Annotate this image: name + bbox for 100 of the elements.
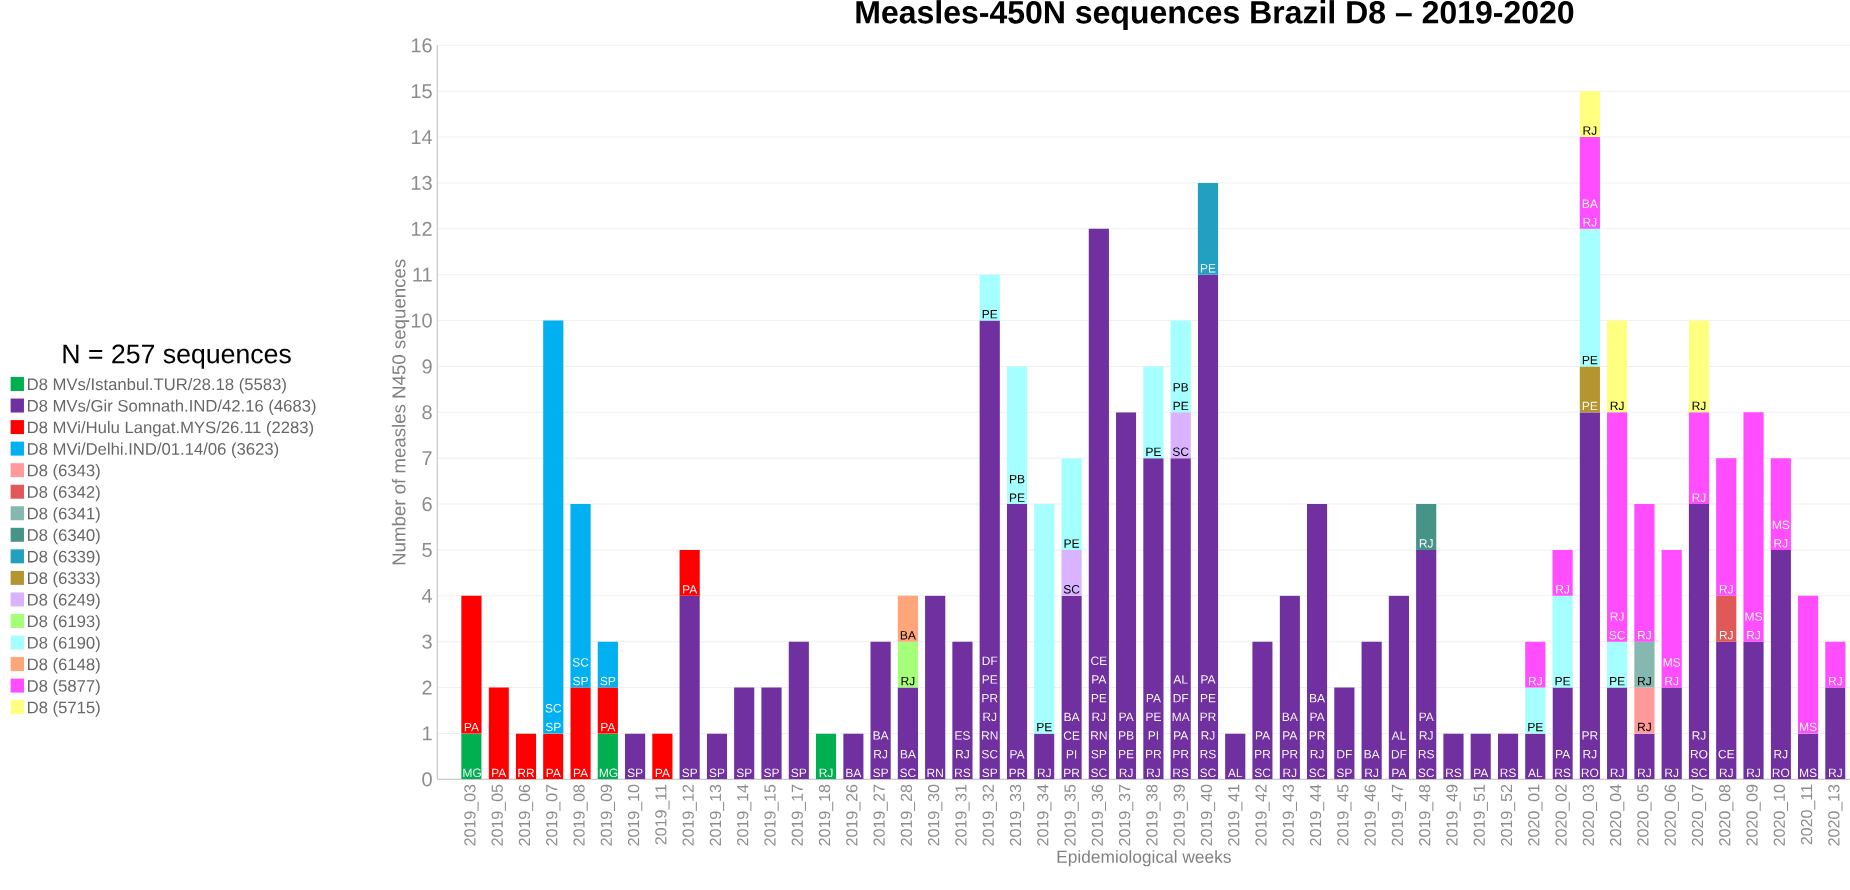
x-tick-label: 2019_15	[764, 784, 779, 846]
bar	[1634, 733, 1655, 780]
data-label: RJ	[1638, 722, 1651, 732]
data-label: SP	[709, 768, 725, 778]
y-tick-label: 15	[411, 84, 432, 99]
x-tick-label: 2019_18	[818, 784, 834, 846]
data-label: PA PB PE RJ	[1119, 712, 1134, 778]
data-label: CE PA PE RJ RN SP SC	[1091, 656, 1107, 778]
data-label: RJ	[1583, 126, 1597, 135]
data-label: RJ	[1528, 676, 1542, 686]
bar	[1634, 504, 1655, 642]
legend-label: D8 (6342)	[27, 485, 100, 502]
bar	[815, 733, 837, 780]
bar	[1525, 641, 1546, 688]
bar	[952, 641, 973, 780]
x-tick-label: 2020_11	[1800, 784, 1816, 845]
x-tick-label: 2019_07	[546, 784, 561, 846]
x-tick-label: 2019_47	[1391, 784, 1407, 846]
data-label: RJ	[1610, 768, 1624, 778]
bar	[1607, 687, 1628, 780]
data-label: RJ	[1719, 631, 1733, 640]
data-label: SP	[600, 676, 616, 686]
data-label: DF SP	[1336, 750, 1352, 778]
x-tick-label: 2020_04	[1609, 784, 1625, 846]
bar	[870, 641, 891, 780]
data-label: PE	[982, 310, 998, 319]
data-label: SP	[627, 768, 643, 778]
x-tick-label: 2019_41	[1228, 784, 1243, 846]
x-tick-label: 2019_26	[846, 784, 861, 846]
bar	[1361, 641, 1382, 780]
bar	[1607, 641, 1628, 688]
y-tick-label: 10	[411, 313, 432, 328]
x-tick-label: 2019_37	[1118, 784, 1134, 846]
x-tick-label: 2019_05	[491, 784, 506, 846]
data-label: MS RJ	[1745, 612, 1762, 640]
data-label: PE	[1037, 722, 1052, 732]
data-label: PA	[655, 768, 670, 778]
bar	[1634, 641, 1655, 688]
x-tick-label: 2020_10	[1773, 784, 1788, 846]
data-label: PA PR SC	[1254, 731, 1271, 778]
bar	[543, 320, 564, 734]
data-label: MS RJ	[1663, 658, 1681, 686]
data-label: CE RJ	[1718, 749, 1735, 778]
x-axis-title: Epidemiological weeks	[1057, 850, 1231, 867]
legend-label: D8 MVs/Gir Somnath.IND/42.16 (4683)	[27, 399, 316, 416]
bar	[1416, 549, 1437, 780]
data-label: RJ	[1638, 631, 1651, 640]
y-tick-label: 0	[422, 772, 432, 787]
data-label: BA SC	[900, 750, 916, 778]
x-tick-label: 2019_35	[1064, 784, 1079, 846]
x-tick-label: 2019_45	[1337, 784, 1352, 846]
bar	[1170, 412, 1191, 459]
legend-label: D8 (6249)	[27, 593, 100, 609]
data-label: RS	[1446, 768, 1462, 778]
bar	[679, 549, 700, 596]
bar	[1579, 91, 1600, 138]
data-label: SP	[791, 768, 807, 778]
y-tick-label: 7	[422, 451, 432, 466]
bar	[1661, 687, 1682, 780]
bar	[1006, 366, 1028, 505]
bar	[652, 733, 673, 780]
data-label: SC SP	[545, 704, 562, 732]
y-tick-label: 4	[421, 588, 433, 603]
bar	[1061, 549, 1082, 596]
data-label: PE	[1582, 355, 1598, 365]
bar	[1170, 320, 1191, 413]
x-tick-label: 2019_33	[1009, 784, 1025, 846]
data-label: PA	[1474, 768, 1489, 778]
y-tick-label: 2	[422, 680, 432, 695]
x-tick-label: 2020_02	[1555, 784, 1570, 846]
x-tick-label: 2019_14	[737, 784, 752, 846]
data-label: PA	[492, 768, 507, 778]
legend-label: D8 (6193)	[27, 614, 100, 631]
data-label: RR	[518, 768, 535, 778]
bar	[1607, 320, 1628, 413]
data-label: PR RJ RO	[1581, 731, 1599, 778]
data-label: BA PA PR RJ SC	[1309, 694, 1326, 778]
x-tick-label: 2019_40	[1200, 784, 1216, 846]
x-tick-label: 2020_13	[1828, 784, 1843, 846]
bar	[488, 687, 509, 780]
data-label: PA PR	[1009, 750, 1025, 778]
data-label: AL DF PA	[1391, 731, 1407, 778]
data-label: RJ RO SC	[1690, 731, 1708, 778]
legend-label: D8 (5715)	[27, 701, 100, 717]
x-tick-label: 2019_44	[1309, 784, 1325, 846]
data-label: SC SP	[572, 658, 589, 686]
bar	[1525, 733, 1546, 780]
x-tick-label: 2019_09	[600, 784, 615, 846]
data-label: RJ RO	[1772, 750, 1790, 778]
bar	[1634, 687, 1655, 734]
bar	[1497, 733, 1519, 780]
bar	[1443, 733, 1464, 780]
bar	[1143, 366, 1164, 459]
bar	[1579, 228, 1600, 367]
x-tick-label: 2019_03	[464, 784, 479, 846]
y-tick-label: 8	[422, 405, 432, 420]
bar	[1579, 137, 1600, 229]
x-tick-label: 2019_46	[1364, 784, 1379, 846]
x-tick-label: 2019_39	[1173, 784, 1188, 846]
legend-label: D8 (6339)	[27, 550, 100, 566]
